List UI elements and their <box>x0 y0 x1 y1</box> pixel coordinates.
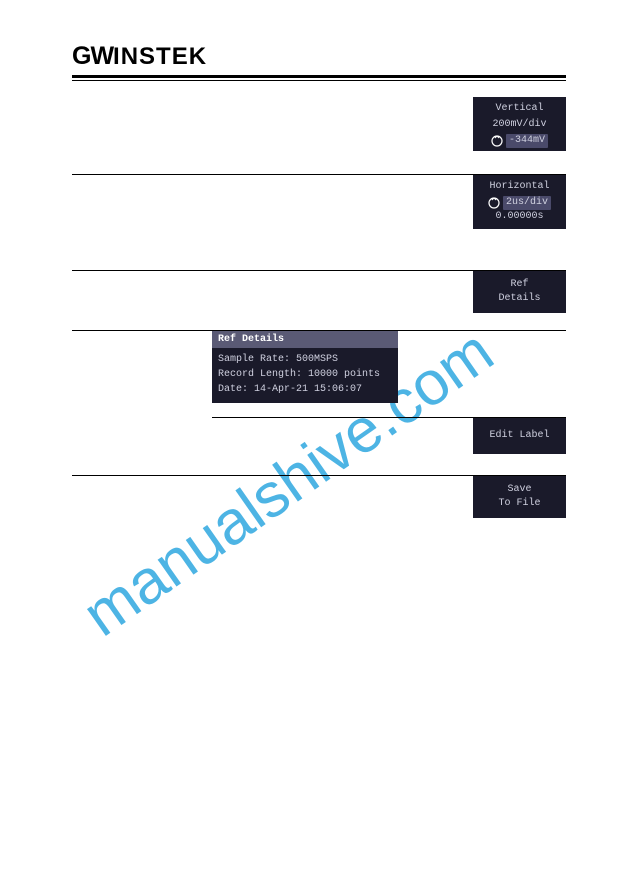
panel-ref-details-button[interactable]: Ref Details <box>473 271 566 313</box>
edit-label-text: Edit Label <box>479 429 560 443</box>
ref-line2: Details <box>479 292 560 306</box>
panel-vertical: Vertical 200mV/div -344mV <box>473 97 566 151</box>
knob-icon <box>488 197 500 209</box>
horizontal-offset: 0.00000s <box>479 210 560 224</box>
panel-horizontal: Horizontal 2us/div 0.00000s <box>473 175 566 229</box>
ref-details-header: Ref Details <box>212 331 398 348</box>
panel-edit-label-button[interactable]: Edit Label <box>473 418 566 454</box>
brand-logo: GWINSTEK <box>72 42 566 71</box>
ref-line1: Ref <box>479 278 560 292</box>
ref-details-box: Ref Details Sample Rate: 500MSPS Record … <box>212 331 398 403</box>
section-edit-label: Edit Label <box>72 418 566 476</box>
section-ref-details: Ref Details Sample Rate: 500MSPS Record … <box>212 331 566 418</box>
vertical-offset: -344mV <box>506 134 548 148</box>
ref-details-date: Date: 14-Apr-21 15:06:07 <box>218 382 392 397</box>
vertical-title: Vertical <box>479 102 560 116</box>
ref-details-record-length: Record Length: 10000 points <box>218 367 392 382</box>
save-line1: Save <box>479 483 560 497</box>
ref-details-sample-rate: Sample Rate: 500MSPS <box>218 352 392 367</box>
knob-icon <box>491 135 503 147</box>
header-rule <box>72 75 566 81</box>
brand-gw: GW <box>72 42 113 70</box>
section-horizontal: Horizontal 2us/div 0.00000s <box>72 175 566 271</box>
save-line2: To File <box>479 497 560 511</box>
section-ref: Ref Details <box>72 271 566 331</box>
vertical-scale: 200mV/div <box>479 118 560 132</box>
section-vertical: Vertical 200mV/div -344mV <box>72 97 566 175</box>
horizontal-title: Horizontal <box>479 180 560 194</box>
panel-save-button[interactable]: Save To File <box>473 476 566 518</box>
section-save: Save To File <box>72 476 566 536</box>
brand-name: INSTEK <box>113 43 207 70</box>
horizontal-scale: 2us/div <box>503 196 551 210</box>
